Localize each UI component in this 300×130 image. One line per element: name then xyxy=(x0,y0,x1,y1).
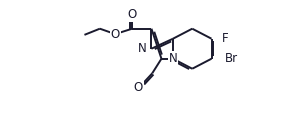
Text: Br: Br xyxy=(225,52,239,65)
Text: O: O xyxy=(134,81,143,94)
Text: N: N xyxy=(169,52,177,65)
Text: O: O xyxy=(111,28,120,41)
Text: N: N xyxy=(138,42,147,55)
Text: F: F xyxy=(222,32,229,45)
Text: O: O xyxy=(128,8,137,21)
